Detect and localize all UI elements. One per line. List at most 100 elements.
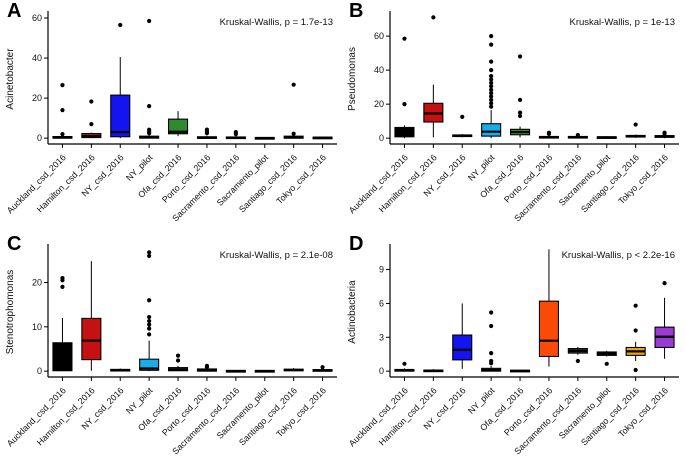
box-Porto_csd_2016 bbox=[196, 127, 217, 139]
box-Hamilton_csd_2016 bbox=[423, 15, 444, 138]
outlier-point bbox=[489, 358, 494, 364]
outlier-point bbox=[489, 42, 494, 47]
outlier-point bbox=[89, 99, 94, 104]
y-axis-title: Actinobacteria bbox=[347, 280, 358, 344]
outlier-point bbox=[489, 97, 494, 102]
box-Auckland_csd_2016 bbox=[394, 36, 415, 139]
y-tick-label: 6 bbox=[379, 298, 384, 308]
outlier-point bbox=[633, 328, 638, 333]
box-Auckland_csd_2016 bbox=[52, 275, 73, 372]
y-axis-title: Acinetobacter bbox=[5, 48, 16, 110]
box-body bbox=[394, 126, 415, 138]
box-Santiago_csd_2016 bbox=[625, 303, 646, 373]
outlier-point bbox=[489, 310, 494, 315]
outlier-point bbox=[89, 122, 94, 127]
outlier-point bbox=[291, 82, 296, 87]
x-tick-label: Tokyo_csd_2016 bbox=[274, 385, 328, 439]
y-tick-label: 60 bbox=[32, 13, 42, 23]
panel-a-plot: 0 20 40 60 Acinetobacter Kruskal-Wallis, p = … bbox=[5, 11, 337, 223]
stat-annotation: Kruskal-Wallis, p < 2.2e-16 bbox=[562, 250, 675, 261]
y-tick-label: 40 bbox=[374, 65, 384, 75]
y-axis-title: Stenotrophomonas bbox=[5, 270, 16, 355]
box-Santiago_csd_2016 bbox=[625, 122, 646, 138]
outlier-point bbox=[233, 130, 238, 135]
outlier-point bbox=[60, 132, 65, 137]
box-Ofa_csd_2016 bbox=[510, 369, 531, 373]
box-NY_csd_2016 bbox=[452, 114, 473, 138]
box-Sacramento_pilot bbox=[596, 136, 617, 139]
y-tick-label: 10 bbox=[32, 322, 42, 332]
outlier-point bbox=[147, 318, 152, 324]
outlier-point bbox=[489, 104, 494, 109]
outlier-point bbox=[147, 127, 152, 132]
box-NY_pilot bbox=[481, 34, 502, 139]
box-Tokyo_csd_2016 bbox=[312, 136, 333, 140]
outlier-point bbox=[489, 323, 494, 329]
box-body bbox=[452, 334, 473, 361]
box-Hamilton_csd_2016 bbox=[423, 369, 444, 373]
outlier-point bbox=[633, 367, 638, 373]
outlier-point bbox=[489, 101, 494, 106]
outlier-point bbox=[147, 322, 152, 327]
outlier-point bbox=[204, 363, 210, 368]
outlier-point bbox=[489, 73, 494, 79]
outlier-point bbox=[402, 102, 407, 107]
outlier-point bbox=[489, 80, 494, 85]
y-tick-label: 0 bbox=[37, 133, 42, 143]
outlier-point bbox=[546, 130, 552, 135]
outlier-point bbox=[60, 108, 65, 113]
outlier-point bbox=[147, 250, 152, 255]
outlier-point bbox=[604, 361, 609, 366]
outlier-point bbox=[489, 77, 494, 82]
outlier-point bbox=[147, 253, 152, 258]
box-Porto_csd_2016 bbox=[196, 363, 217, 372]
outlier-point bbox=[60, 82, 65, 88]
y-tick-label: 0 bbox=[379, 133, 384, 143]
panel-a: A 0 20 40 60 Acinetobacter Kruskal-Wallis, p … bbox=[0, 0, 342, 233]
box-Tokyo_csd_2016 bbox=[654, 130, 675, 139]
box-Sacramento_csd_2016 bbox=[567, 132, 588, 139]
outlier-point bbox=[147, 18, 152, 24]
y-tick-label: 20 bbox=[32, 277, 42, 287]
panel-d: D 0 3 6 9 Actinobacteria Kruskal-Wallis, p < … bbox=[342, 233, 685, 466]
x-tick-label: Tokyo_csd_2016 bbox=[274, 152, 328, 206]
y-tick-label: 60 bbox=[374, 31, 384, 41]
box-NY_pilot bbox=[139, 250, 160, 372]
box-Auckland_csd_2016 bbox=[52, 82, 73, 139]
outlier-point bbox=[60, 275, 65, 281]
outlier-point bbox=[662, 130, 667, 135]
stat-annotation: Kruskal-Wallis, p = 2.1e-08 bbox=[220, 250, 333, 261]
x-tick-label: Tokyo_csd_2016 bbox=[616, 385, 670, 439]
x-tick-label: Sacramento_pilot bbox=[557, 152, 613, 208]
y-tick-label: 3 bbox=[379, 332, 384, 342]
box-Sacramento_csd_2016 bbox=[225, 130, 246, 140]
stat-annotation: Kruskal-Wallis, p = 1.7e-13 bbox=[220, 17, 333, 28]
panel-c-plot: 0 10 20 Stenotrophomonas Kruskal-Wallis, p =… bbox=[5, 244, 337, 456]
y-tick-label: 20 bbox=[374, 99, 384, 109]
stat-annotation: Kruskal-Wallis, p = 1e-13 bbox=[569, 17, 675, 28]
box-Hamilton_csd_2016 bbox=[81, 261, 102, 371]
outlier-point bbox=[118, 22, 123, 28]
x-tick-label: Sacramento_pilot bbox=[215, 385, 271, 441]
box-NY_csd_2016 bbox=[110, 22, 131, 139]
outlier-point bbox=[402, 36, 407, 41]
outlier-point bbox=[147, 326, 152, 331]
outlier-point bbox=[575, 132, 580, 138]
box-Ofa_csd_2016 bbox=[168, 111, 189, 137]
outlier-point bbox=[575, 358, 580, 364]
panel-d-plot: 0 3 6 9 Actinobacteria Kruskal-Wallis, p < 2.… bbox=[347, 244, 679, 456]
box-NY_pilot bbox=[139, 18, 160, 139]
box-body bbox=[481, 123, 502, 137]
box-Sacramento_pilot bbox=[254, 369, 275, 373]
outlier-point bbox=[147, 332, 152, 337]
box-Sacramento_pilot bbox=[596, 350, 617, 366]
y-tick-label: 40 bbox=[32, 53, 42, 63]
outlier-point bbox=[175, 353, 181, 358]
outlier-point bbox=[204, 127, 210, 132]
outlier-point bbox=[489, 94, 494, 99]
outlier-point bbox=[517, 54, 523, 59]
box-Hamilton_csd_2016 bbox=[81, 99, 102, 139]
box-Auckland_csd_2016 bbox=[394, 361, 415, 372]
y-tick-label: 0 bbox=[379, 366, 384, 376]
outlier-point bbox=[662, 281, 667, 286]
